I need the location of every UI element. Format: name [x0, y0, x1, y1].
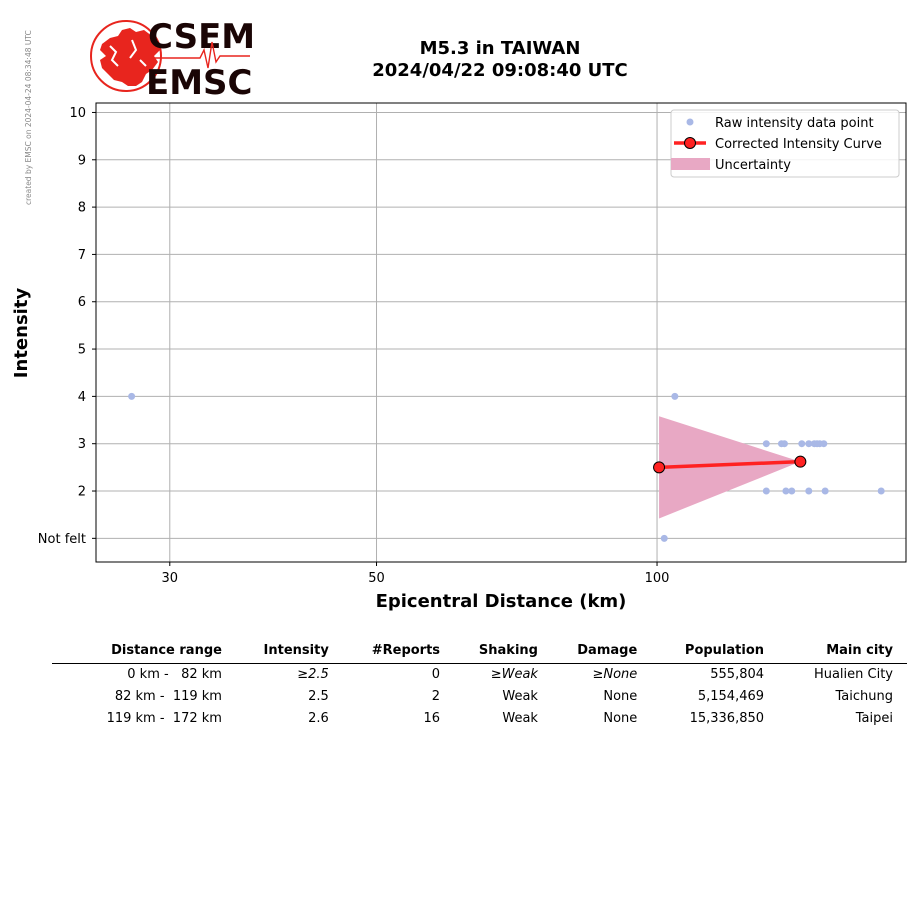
raw-data-point	[671, 392, 679, 400]
y-tick-label: 10	[69, 106, 86, 121]
cell-range: 82 km - 119 km	[114, 689, 222, 704]
cell-population: 5,154,469	[697, 689, 765, 704]
logo-seismogram-icon	[152, 41, 250, 69]
cell-city: Hualien City	[813, 667, 893, 682]
table-row: 119 km - 172 km 2.6 16 Weak None 15,336,…	[52, 708, 907, 730]
y-tick-label: 6	[78, 295, 86, 310]
corrected-curve-point	[794, 455, 807, 468]
col-distance-range: Distance range	[52, 640, 231, 664]
logo-map-details	[109, 39, 147, 67]
cell-range: 0 km - 82 km	[127, 667, 222, 682]
uncertainty-polygon	[659, 416, 801, 519]
cell-city: Taipei	[855, 711, 893, 726]
raw-data-point	[788, 487, 796, 495]
raw-data-point	[805, 487, 813, 495]
raw-data-point	[660, 534, 668, 542]
table-row: 0 km - 82 km ≥2.5 0 ≥Weak ≥None 555,804 …	[52, 664, 907, 687]
chart-title-event: M5.3 in TAIWAN	[419, 38, 581, 59]
raw-data-point	[877, 487, 885, 495]
cell-city: Taichung	[835, 689, 893, 704]
y-tick-label: 4	[78, 390, 86, 405]
legend-raw-label: Raw intensity data point	[715, 116, 874, 131]
cell-population: 555,804	[710, 667, 765, 682]
y-tick-label: 8	[78, 201, 86, 216]
cell-damage: None	[603, 689, 638, 704]
summary-table: Distance range Intensity #Reports Shakin…	[52, 640, 907, 730]
x-axis-label: Epicentral Distance (km)	[376, 591, 627, 612]
cell-intensity: 2.6	[308, 711, 329, 726]
col-population: Population	[646, 640, 774, 664]
col-main-city: Main city	[773, 640, 907, 664]
corrected-curve-line	[658, 459, 801, 470]
legend-uncertainty-label: Uncertainty	[715, 158, 791, 173]
cell-intensity: ≥2.5	[297, 667, 329, 682]
logo-globe-ring	[90, 20, 162, 92]
y-axis-ticks: Not felt 2 3 4 5 6 7 8 9 10	[38, 106, 96, 547]
y-tick-label: 3	[78, 437, 86, 452]
emsc-logo: CSEM EMSC	[90, 17, 254, 100]
raw-data-point	[798, 440, 806, 448]
x-tick-label: 50	[368, 571, 385, 586]
uncertainty-band	[659, 416, 801, 519]
credit-stamp: created by EMSC on 2024-04-24 08:34:48 U…	[24, 30, 33, 205]
grid-lines	[96, 103, 906, 562]
raw-data-point	[762, 487, 770, 495]
raw-data-point	[782, 487, 790, 495]
raw-data-point	[780, 440, 788, 448]
table-header-row: Distance range Intensity #Reports Shakin…	[52, 640, 907, 664]
logo-csem-text: CSEM	[148, 17, 254, 57]
y-tick-label: 7	[78, 248, 86, 263]
corrected-curve-layer	[653, 455, 807, 474]
cell-shaking: Weak	[502, 711, 538, 726]
raw-data-point	[820, 440, 828, 448]
legend-box	[670, 109, 900, 178]
raw-data-point	[821, 487, 829, 495]
cell-damage: None	[603, 711, 638, 726]
logo-emsc-text: EMSC	[146, 63, 253, 100]
legend-curve-marker	[684, 137, 696, 149]
raw-points-layer	[128, 392, 885, 542]
legend-uncertainty-swatch	[671, 158, 710, 170]
table-row: 82 km - 119 km 2.5 2 Weak None 5,154,469…	[52, 686, 907, 708]
chart-title-datetime: 2024/04/22 09:08:40 UTC	[372, 60, 628, 81]
cell-damage: ≥None	[592, 667, 638, 682]
cell-shaking: ≥Weak	[490, 667, 538, 682]
x-tick-label: 100	[645, 571, 670, 586]
raw-data-point	[805, 440, 813, 448]
cell-reports: 2	[431, 689, 441, 704]
plot-frame	[95, 102, 907, 563]
y-tick-label: 2	[78, 485, 86, 500]
col-intensity: Intensity	[230, 640, 338, 664]
cell-range: 119 km - 172 km	[106, 711, 222, 726]
x-tick-label: 30	[162, 571, 179, 586]
raw-data-point	[128, 392, 136, 400]
intensity-chart: 30 50 100 Not felt 2 3 4 5 6 7 8 9 10 Epicentral Di…	[11, 102, 907, 612]
cell-shaking: Weak	[502, 689, 538, 704]
cell-reports: 0	[431, 667, 441, 682]
y-axis-label: Intensity	[11, 288, 32, 379]
y-tick-label: Not felt	[38, 532, 86, 547]
y-tick-label: 5	[78, 343, 86, 358]
y-tick-label: 9	[78, 153, 86, 168]
col-reports: #Reports	[337, 640, 450, 664]
legend: Raw intensity data point Corrected Inten…	[670, 109, 900, 178]
legend-curve-label: Corrected Intensity Curve	[715, 137, 882, 152]
legend-raw-marker	[686, 118, 694, 126]
col-damage: Damage	[546, 640, 647, 664]
cell-intensity: 2.5	[308, 689, 329, 704]
cell-reports: 16	[423, 711, 441, 726]
corrected-curve-point	[653, 461, 666, 474]
x-axis-ticks: 30 50 100	[162, 562, 670, 586]
raw-data-point	[762, 440, 770, 448]
col-shaking: Shaking	[449, 640, 547, 664]
cell-population: 15,336,850	[689, 711, 765, 726]
credit-text: created by EMSC on 2024-04-24 08:34:48 U…	[24, 30, 33, 205]
